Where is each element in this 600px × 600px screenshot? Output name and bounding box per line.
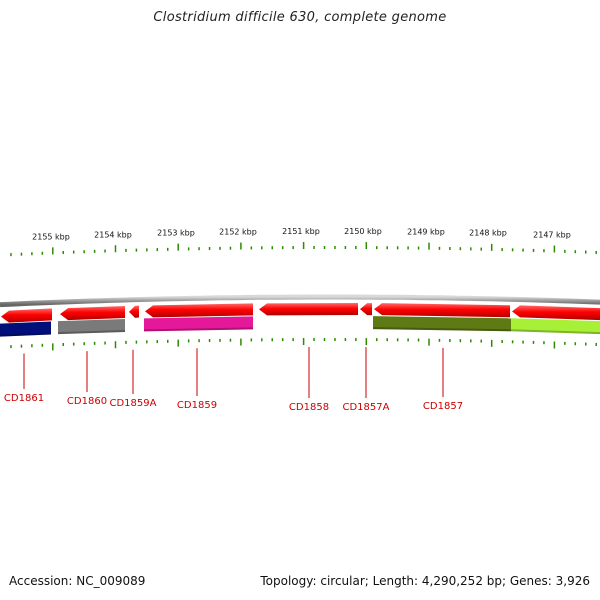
cds-arrow — [60, 305, 125, 321]
gene-bar — [0, 321, 51, 337]
upper-scale-ticks — [10, 242, 597, 257]
scale-label: 2147 kbp — [533, 230, 571, 239]
scale-label: 2154 kbp — [94, 230, 132, 239]
gene-label: CD1860 — [67, 396, 107, 407]
cds-arrow — [129, 305, 139, 318]
gene-labels: CD1861 CD1860 CD1859A CD1859 CD1858 CD1857A CD… — [4, 347, 463, 413]
cds-arrow — [259, 303, 358, 316]
scale-label: 2149 kbp — [407, 228, 445, 237]
scale-label: 2148 kbp — [469, 229, 507, 238]
gene-label: CD1859A — [110, 398, 157, 409]
cds-arrow — [360, 303, 372, 316]
gene-label: CD1859 — [177, 400, 217, 411]
gene-label: CD1857A — [343, 402, 390, 413]
gene-bar-shadow — [0, 332, 51, 337]
scale-label: 2152 kbp — [219, 228, 257, 237]
cds-arrow — [512, 305, 600, 321]
gene-bar — [511, 318, 600, 335]
map-title: Clostridium difficile 630, complete geno… — [153, 10, 447, 25]
genome-summary-text: Topology: circular; Length: 4,290,252 bp… — [260, 574, 590, 588]
gene-bar-shadow — [373, 327, 511, 332]
cds-arrow — [1, 308, 52, 323]
gene-bar-shadow — [58, 329, 125, 335]
lower-scale-ticks — [10, 338, 597, 351]
scale-label: 2155 kbp — [32, 232, 70, 241]
cds-arrows — [1, 303, 600, 323]
scale-labels: 2155 kbp 2154 kbp 2153 kbp 2152 kbp 2151 kbp… — [32, 227, 571, 241]
gene-bar — [58, 318, 125, 335]
scale-label: 2151 kbp — [282, 227, 320, 236]
gene-bar — [373, 316, 511, 332]
gene-bar-shadow — [511, 329, 600, 335]
gene-label: CD1861 — [4, 393, 44, 404]
gene-label: CD1857 — [423, 401, 463, 412]
scale-label: 2150 kbp — [344, 227, 382, 236]
cds-arrow — [145, 303, 253, 318]
gene-bar — [144, 316, 253, 332]
scale-label: 2153 kbp — [157, 229, 195, 238]
accession-text: Accession: NC_009089 — [9, 574, 146, 588]
genome-backbone — [0, 294, 600, 308]
cds-arrow — [374, 303, 510, 318]
gene-bars — [0, 316, 600, 337]
gene-bar-shadow — [144, 327, 253, 332]
gene-label: CD1858 — [289, 402, 329, 413]
